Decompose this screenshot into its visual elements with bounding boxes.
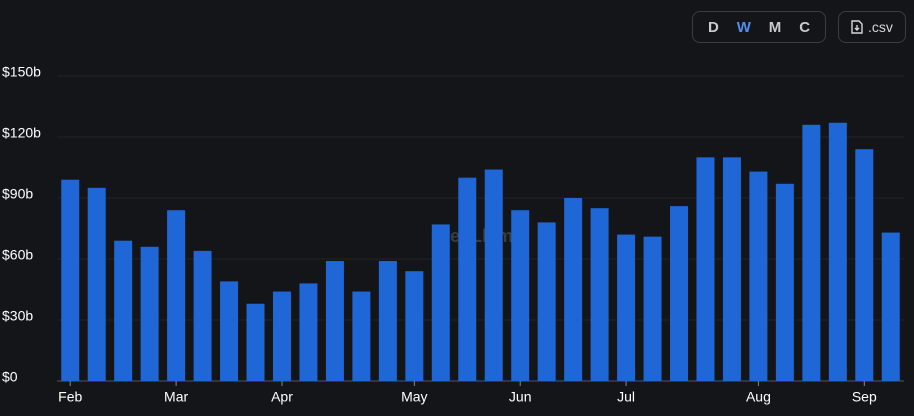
bar	[114, 240, 133, 381]
interval-button[interactable]: W	[736, 18, 751, 36]
y-tick-label: $0	[2, 369, 18, 385]
bar	[325, 261, 344, 381]
x-tick-label: Mar	[164, 389, 188, 405]
bar	[61, 179, 80, 381]
y-tick-label: $120b	[2, 125, 41, 141]
bar	[537, 222, 556, 381]
bar	[617, 234, 636, 381]
bar	[775, 183, 794, 381]
bar	[193, 250, 212, 381]
x-tick-label: Feb	[58, 389, 82, 405]
bar	[722, 157, 741, 381]
y-tick-label: $90b	[2, 186, 33, 202]
x-tick-label: Sep	[852, 389, 877, 405]
x-tick-label: Jul	[617, 389, 635, 405]
watermark: DefiLlama	[437, 226, 524, 246]
bar	[246, 303, 265, 381]
x-tick-label: Apr	[271, 389, 293, 405]
bar	[167, 210, 186, 381]
bar	[670, 206, 689, 381]
y-tick-label: $60b	[2, 247, 33, 263]
x-tick-label: May	[401, 389, 427, 405]
bar	[564, 198, 583, 381]
bar	[87, 187, 106, 381]
interval-button[interactable]: C	[799, 18, 811, 36]
csv-label: .csv	[868, 19, 893, 35]
bar	[696, 157, 715, 381]
y-tick-label: $30b	[2, 308, 33, 324]
csv-button[interactable]: .csv	[838, 11, 906, 43]
bar	[749, 171, 768, 381]
bar	[643, 236, 662, 381]
bar	[511, 210, 530, 381]
bar	[299, 283, 318, 381]
download-icon	[851, 20, 863, 34]
bar	[802, 124, 821, 382]
x-tick-label: Jun	[509, 389, 532, 405]
bar	[272, 291, 291, 381]
bar	[590, 208, 609, 381]
bar	[405, 271, 424, 381]
bar	[378, 261, 397, 381]
bar	[352, 291, 371, 381]
bar	[828, 122, 847, 382]
y-tick-label: $150b	[2, 64, 41, 80]
bar	[140, 246, 159, 381]
bar	[484, 169, 503, 381]
bar	[458, 177, 477, 381]
bar	[431, 224, 450, 381]
bar	[881, 232, 900, 381]
bar	[855, 149, 874, 381]
x-tick-label: Aug	[746, 389, 771, 405]
interval-button[interactable]: M	[768, 18, 782, 36]
interval-button[interactable]: D	[707, 18, 719, 36]
bar	[220, 281, 239, 381]
